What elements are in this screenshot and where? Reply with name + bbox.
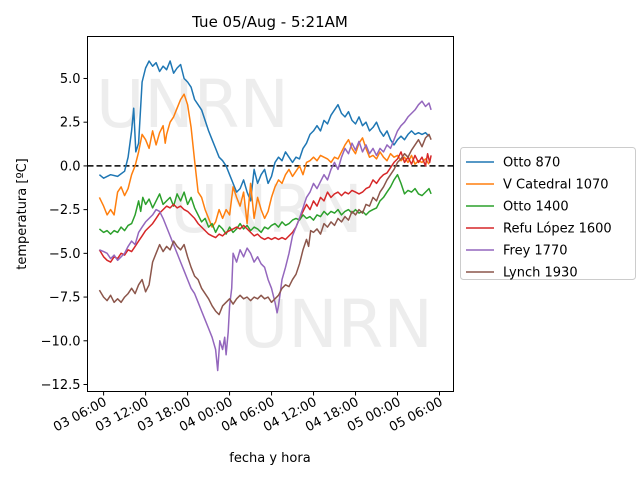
legend-label: Lynch 1930: [503, 266, 578, 281]
y-axis: 5.0 2.5 0.0 −2.5 −5.0 −7.5 −10.0 −12.5: [41, 72, 88, 393]
y-tick-label: −10.0: [41, 334, 81, 349]
series-line-5: [98, 133, 432, 316]
y-tick-label: −12.5: [41, 378, 81, 393]
watermark-text: UNRN: [96, 66, 289, 143]
y-tick-label: −5.0: [49, 247, 81, 262]
legend: Otto 870 V Catedral 1070 Otto 1400 Refu Lóp…: [460, 147, 636, 281]
legend-label: Otto 870: [503, 156, 560, 171]
series-line-3: [98, 151, 432, 263]
legend-label: Refu López 1600: [503, 222, 612, 237]
y-tick-label: 5.0: [60, 72, 81, 87]
series-layer: [98, 60, 432, 372]
legend-label: V Catedral 1070: [503, 178, 609, 193]
legend-label: Otto 1400: [503, 200, 569, 215]
y-tick-label: −7.5: [49, 291, 81, 306]
plot-frame: [87, 36, 454, 392]
series-line-1: [98, 93, 430, 228]
y-tick-label: 0.0: [60, 159, 81, 174]
watermark-layer: UNRN UNRN UNRN: [96, 66, 433, 363]
y-axis-label: temperatura [ºC]: [15, 158, 30, 269]
series-line-0: [98, 60, 430, 202]
y-tick-label: 2.5: [60, 116, 81, 131]
legend-label: Frey 1770: [503, 244, 568, 259]
series-line-4: [99, 100, 432, 372]
y-tick-label: −2.5: [49, 203, 81, 218]
chart-title: Tue 05/Aug - 5:21AM: [191, 13, 348, 31]
watermark-text: UNRN: [240, 286, 433, 363]
x-axis-label: fecha y hora: [229, 451, 310, 466]
legend-box: [460, 147, 636, 280]
watermark-text: UNRN: [170, 171, 363, 248]
series-line-2: [98, 173, 432, 235]
